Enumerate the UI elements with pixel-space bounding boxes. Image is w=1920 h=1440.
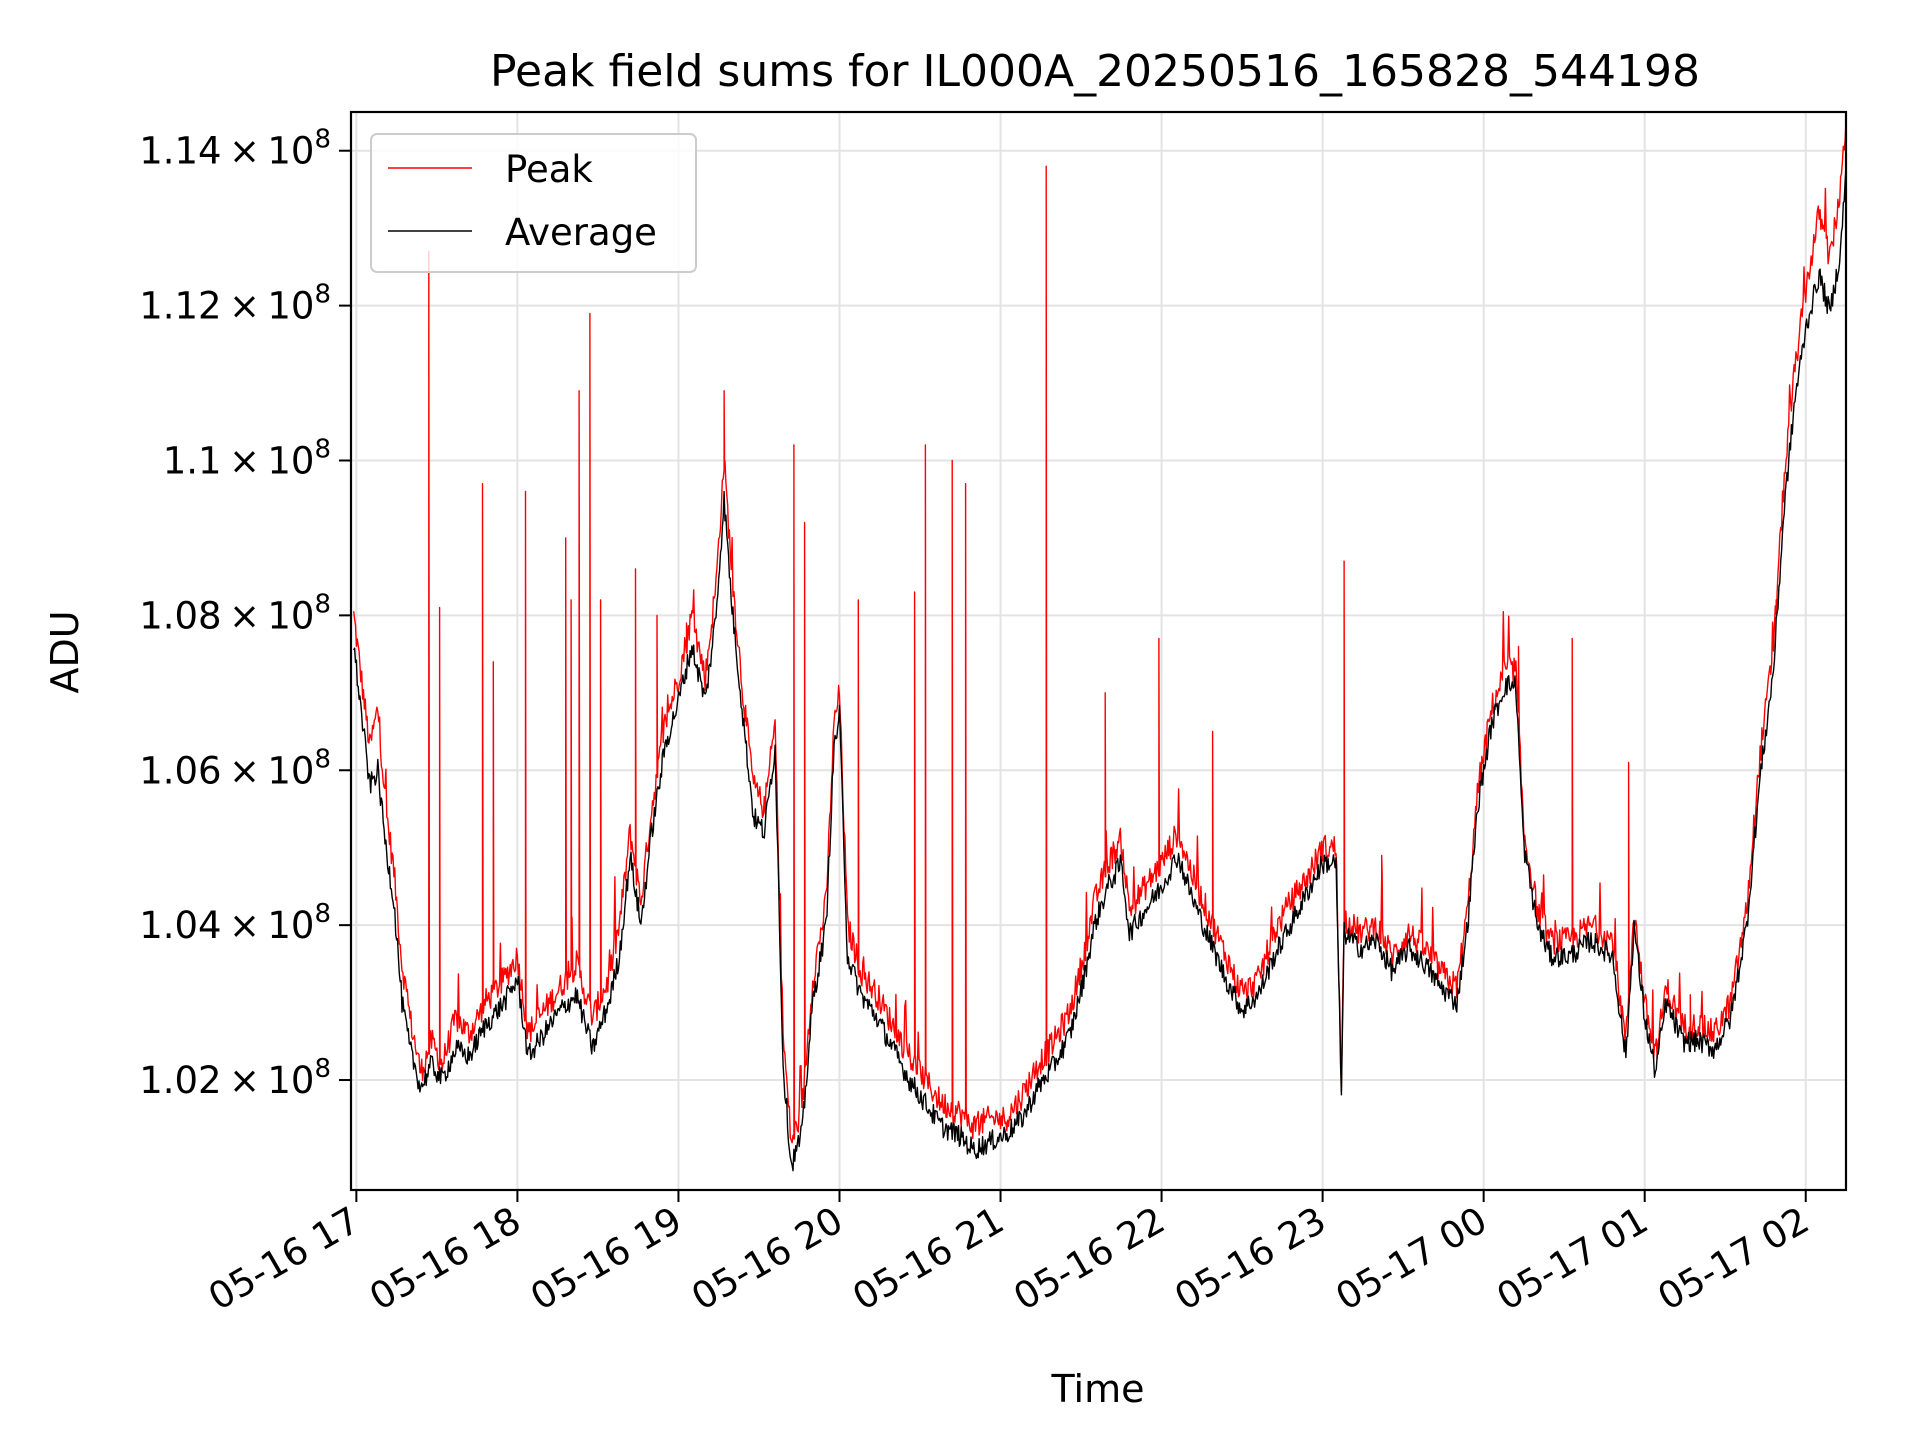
y-tick-label: 1.04 × 108 xyxy=(139,899,331,947)
y-tick-label: 1.02 × 108 xyxy=(139,1054,331,1102)
y-tick-label: 1.08 × 108 xyxy=(139,589,331,637)
y-axis-title: ADU xyxy=(43,610,87,693)
plot-series xyxy=(353,119,1846,1172)
grid-lines xyxy=(351,112,1846,1190)
y-tick-label: 1.1 × 108 xyxy=(163,434,331,482)
y-tick-label: 1.14 × 108 xyxy=(139,125,331,173)
y-tick-label: 1.12 × 108 xyxy=(139,280,331,328)
series-line-peak xyxy=(353,119,1846,1144)
chart-title: Peak field sums for IL000A_20250516_1658… xyxy=(490,46,1700,97)
series-line-average xyxy=(353,166,1846,1172)
y-tick-label: 1.06 × 108 xyxy=(139,744,331,792)
y-axis-ticks: 1.02 × 108 1.04 × 108 1.06 × 108 1.08 × 108… xyxy=(139,125,351,1102)
legend-average-label: Average xyxy=(505,211,657,254)
legend: Peak Average xyxy=(370,133,697,273)
series-group xyxy=(353,119,1846,1172)
legend-peak-label: Peak xyxy=(505,148,593,191)
x-axis-title: Time xyxy=(1051,1367,1145,1411)
plot-frame xyxy=(349,110,1848,1192)
